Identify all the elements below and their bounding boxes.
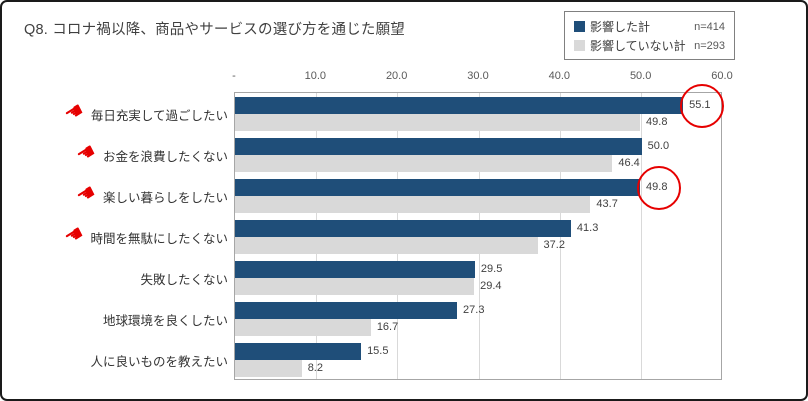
value-label: 29.4 [480,280,502,292]
x-axis-tick: 30.0 [467,70,489,82]
bar-not-affected [235,360,302,377]
x-axis-tick: 10.0 [304,70,327,82]
legend-sample-size: n=293 [694,39,725,52]
category-label-text: 毎日充実して過ごしたい [90,108,228,123]
bar-affected [235,302,458,319]
category-label: ☚ 時間を無駄にしたくない [2,220,228,250]
bar-not-affected [235,278,475,295]
bar-not-affected [235,237,538,254]
value-label: 41.3 [576,222,599,234]
legend-item-not-affected: 影響していない計 n=293 [574,37,725,54]
pointing-hand-icon: ☚ [59,96,89,128]
x-axis-tick: 20.0 [385,70,408,82]
pointing-hand-icon: ☚ [71,178,101,210]
bar-not-affected [235,196,591,213]
pointing-hand-icon: ☚ [71,137,101,169]
bar-affected [235,179,641,196]
chart-title: Q8. コロナ禍以降、商品やサービスの選び方を通じた願望 [24,22,405,38]
legend-sample-size: n=414 [694,20,725,33]
category-label: 人に良いものを教えたい [2,349,228,371]
bar-affected [235,261,475,278]
category-label: ☚ 楽しい暮らしをしたい [2,179,228,209]
bar-not-affected [235,155,613,172]
x-axis-tick: 40.0 [548,70,571,82]
category-label-text: お金を浪費したくない [102,149,228,164]
legend-item-affected: 影響した計 n=414 [574,18,725,35]
value-label: 50.0 [647,140,670,152]
legend-label: 影響していない計 [590,39,686,53]
value-label: 15.5 [367,345,389,357]
highlight-circle [637,165,682,210]
value-label: 29.5 [480,263,503,275]
legend-swatch-gray-icon [574,40,585,51]
legend-label: 影響した計 [590,20,651,34]
bar-affected [235,138,642,155]
pointing-hand-icon: ☚ [59,219,89,251]
gridline [641,93,643,379]
bar-affected [235,343,362,360]
bar-not-affected [235,319,371,336]
category-label: ☚ お金を浪費したくない [2,138,228,168]
value-label: 46.4 [618,157,640,169]
x-axis-tick: 60.0 [711,70,733,82]
value-label: 49.8 [646,116,668,128]
category-label-text: 失敗したくない [140,272,228,287]
x-axis-tick: - [232,70,236,82]
value-label: 16.7 [376,321,399,333]
highlight-circle [680,83,725,128]
x-axis-tick: 50.0 [629,70,652,82]
category-label: 地球環境を良くしたい [2,308,228,330]
chart-legend: 影響した計 n=414 影響していない計 n=293 [564,11,735,60]
value-label: 37.2 [543,239,565,251]
value-label: 43.7 [596,198,618,210]
bar-affected [235,220,571,237]
category-label-text: 人に良いものを教えたい [90,354,228,369]
bar-affected [235,97,684,114]
category-label-text: 地球環境を良くしたい [102,313,228,328]
bar-not-affected [235,114,641,131]
value-label: 8.2 [307,362,323,374]
category-label: 失敗したくない [2,267,228,289]
legend-swatch-blue-icon [574,21,585,32]
category-label-text: 時間を無駄にしたくない [90,231,228,246]
category-label: ☚ 毎日充実して過ごしたい [2,97,228,127]
value-label: 27.3 [463,304,485,316]
category-label-text: 楽しい暮らしをしたい [102,190,228,205]
